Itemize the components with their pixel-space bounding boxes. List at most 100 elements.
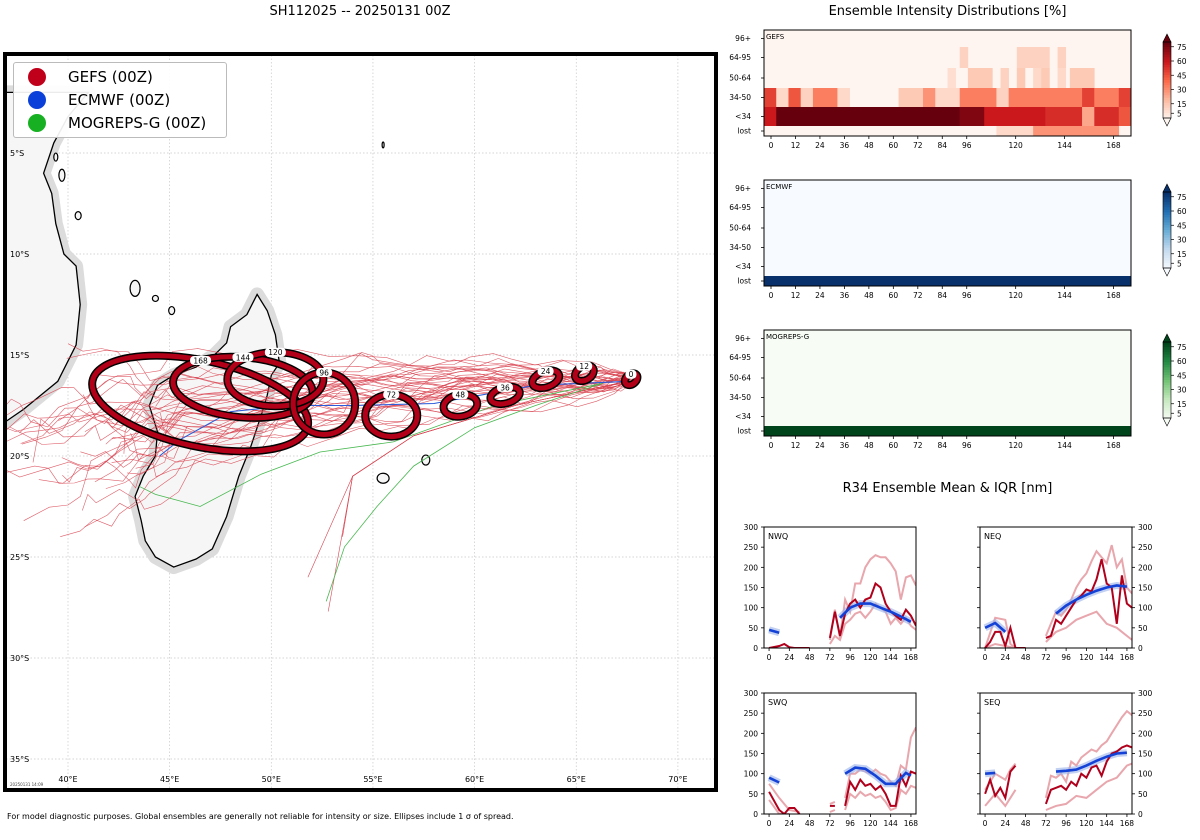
heatmap-cell xyxy=(764,426,1132,436)
heatmap-xlabel: 168 xyxy=(1106,441,1121,450)
heatmap-cell xyxy=(788,88,801,107)
r34-gefs-mean-line xyxy=(984,623,1026,648)
colorbar-label: 15 xyxy=(1177,250,1187,259)
colorbar-extend-max xyxy=(1162,33,1172,43)
colorbar-cell xyxy=(1163,47,1171,51)
colorbar-cell xyxy=(1163,265,1171,269)
colorbar-cell xyxy=(1163,367,1171,371)
colorbar-label: 30 xyxy=(1177,236,1187,245)
heatmap-ylabel: 50-64 xyxy=(729,374,751,383)
colorbar-label: 45 xyxy=(1177,71,1187,80)
colorbar-cell xyxy=(1163,245,1171,249)
heatmap-ylabel: lost xyxy=(737,427,751,436)
colorbar-cell xyxy=(1163,95,1171,99)
r34-panel-nwq: NWQ 0 24 48 72 96 120 144 168 0 50 100 150 200 250 300 xyxy=(744,523,919,662)
lon-label: 65°E xyxy=(567,775,586,784)
colorbar-cell xyxy=(1163,54,1171,58)
lon-label: 40°E xyxy=(58,775,77,784)
heatmap-xlabel: 84 xyxy=(937,291,947,300)
r34-xlabel: 0 xyxy=(767,653,772,662)
r34-ecmwf-mean-line xyxy=(1055,751,1128,773)
hour-label-bg xyxy=(496,382,513,392)
heatmap-xlabel: 60 xyxy=(889,441,899,450)
colorbar-cell xyxy=(1163,372,1171,376)
hour-label: 0 xyxy=(629,370,634,379)
hour-label-bg xyxy=(625,369,637,379)
colorbar-cell xyxy=(1163,204,1171,208)
heatmap-ylabel: 96+ xyxy=(735,34,751,43)
colorbar-cell xyxy=(1163,390,1171,394)
r34-xlabel: 72 xyxy=(1041,819,1051,828)
colorbar-frame xyxy=(1162,41,1172,119)
colorbar-cell xyxy=(1163,407,1171,411)
r34-xlabel: 144 xyxy=(884,819,899,828)
colorbar-label: 60 xyxy=(1177,357,1187,366)
heatmap-ylabel: 34-50 xyxy=(729,393,751,402)
r34-xlabel: 120 xyxy=(1079,653,1094,662)
r34-frame xyxy=(763,526,917,649)
heatmap-cell xyxy=(1045,107,1083,126)
heatmap-xlabel: 48 xyxy=(864,291,874,300)
track-map: 0 12 24 36 48 72 96 120 144 168 5°S 10°S 15°S 20°S 25°… xyxy=(3,52,718,792)
colorbar-cell xyxy=(1163,377,1171,381)
gefs-member-track xyxy=(61,378,633,470)
colorbar-cell xyxy=(1163,385,1171,389)
colorbar-cell xyxy=(1163,110,1171,114)
heatmap-xlabel: 48 xyxy=(864,441,874,450)
colorbar-label: 5 xyxy=(1177,109,1182,118)
heatmap-background xyxy=(764,330,1131,436)
colorbar-cell xyxy=(1163,90,1171,94)
colorbar-cell xyxy=(1163,112,1171,116)
heatmap-ylabel: lost xyxy=(737,127,751,136)
gefs-member-track xyxy=(342,381,628,537)
lon-label: 55°E xyxy=(363,775,382,784)
heatmap-cell xyxy=(776,88,789,107)
hour-label: 120 xyxy=(268,348,283,357)
colorbar-cell xyxy=(1163,380,1171,384)
hour-label-bg xyxy=(264,347,286,357)
heatmap-model-label: MOGREPS-G xyxy=(766,333,809,341)
heatmap-xlabel: 0 xyxy=(769,291,774,300)
hour-label: 168 xyxy=(193,356,208,365)
heatmap-xlabel: 60 xyxy=(889,141,899,150)
colorbar-cell xyxy=(1163,212,1171,216)
heatmap-ylabel: lost xyxy=(737,277,751,286)
r34-ylabel: 300 xyxy=(744,523,759,532)
colorbar-label: 75 xyxy=(1177,343,1187,352)
heatmap-ylabel: 96+ xyxy=(735,184,751,193)
gefs-member-track xyxy=(109,372,635,440)
heatmap-ylabel: <34 xyxy=(735,112,751,121)
colorbar-cell xyxy=(1163,359,1171,363)
lat-label: 15°S xyxy=(10,351,29,360)
r34-frame xyxy=(763,692,917,815)
colorbar-cell xyxy=(1163,194,1171,198)
heatmap-xlabel: 36 xyxy=(840,141,850,150)
legend-marker-gefs xyxy=(28,68,46,86)
r34-xlabel: 144 xyxy=(1100,819,1115,828)
island xyxy=(376,472,390,484)
colorbar-cell xyxy=(1163,392,1171,396)
r34-ecmwf-mean-line xyxy=(984,621,1007,633)
gefs-member-track xyxy=(58,348,637,421)
colorbar-cell xyxy=(1163,197,1171,201)
legend-item-gefs: GEFS (00Z) xyxy=(28,66,153,88)
heatmap-xlabel: 72 xyxy=(913,291,923,300)
colorbar-cell xyxy=(1163,250,1171,254)
hour-label: 96 xyxy=(319,368,329,377)
heatmap-xlabel: 72 xyxy=(913,441,923,450)
heatmap-cell xyxy=(776,107,961,126)
colorbar-cell xyxy=(1163,344,1171,348)
colorbar-cell xyxy=(1163,255,1171,259)
colorbar-cell xyxy=(1163,67,1171,71)
colorbar-cell xyxy=(1163,192,1171,196)
colorbar-label: 45 xyxy=(1177,221,1187,230)
heatmap-ylabel: 96+ xyxy=(735,334,751,343)
colorbar-label: 5 xyxy=(1177,409,1182,418)
r34-ylabel: 300 xyxy=(744,689,759,698)
r34-ylabel: 100 xyxy=(744,604,759,613)
island xyxy=(168,305,176,316)
r34-ylabel: 0 xyxy=(753,810,758,819)
r34-ylabel: 50 xyxy=(1138,790,1148,799)
legend-marker-ecmwf xyxy=(28,91,46,109)
colorbar-extend-min xyxy=(1162,267,1172,277)
